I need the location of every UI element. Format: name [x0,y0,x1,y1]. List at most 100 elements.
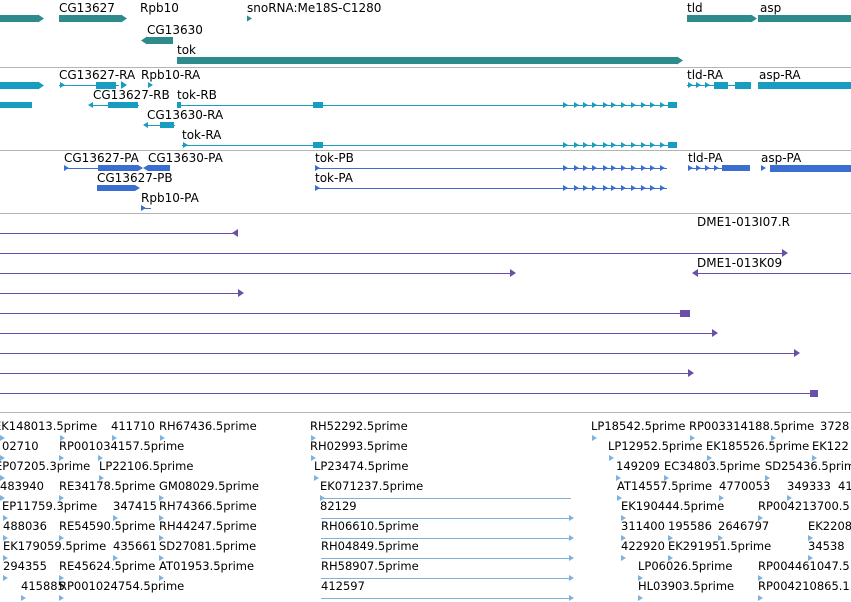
strand-arrow-icon [563,142,568,148]
transcript-asp-ra[interactable] [758,82,851,89]
exon-block [680,310,690,317]
transcript-cg13627-ra[interactable] [59,85,119,86]
cdna-alignment[interactable] [0,253,782,254]
exon-block [714,82,728,89]
strand-arrow-icon [705,82,710,88]
strand-arrow-icon [563,102,568,108]
protein-tld-pa[interactable] [688,168,750,169]
strand-arrow-icon [311,455,316,461]
strand-arrow-icon [59,455,64,461]
est-label: RH67436.5prime [159,419,257,433]
strand-arrow-icon [690,435,695,441]
cdna-alignment[interactable] [0,293,238,294]
est-label: RP004461047.5 [758,559,850,573]
est-alignment[interactable] [321,498,571,499]
protein-asp-pa[interactable] [770,165,851,172]
strand-arrow-icon [113,555,118,561]
strand-arrow-icon [159,555,164,561]
est-label: EK122 [812,439,849,453]
est-label: 34538 [808,539,845,553]
protein-label: tok-PB [315,151,354,165]
protein-label: CG13627-PB [97,171,173,185]
strand-arrow-icon [3,515,8,521]
transcript-tok-ra[interactable] [182,145,677,146]
strand-arrow-icon [616,475,621,481]
cdna-alignment[interactable] [0,333,712,334]
strand-arrow-icon [21,595,26,601]
strand-arrow-icon [668,555,673,561]
est-alignment[interactable] [321,578,571,579]
est-label: GM08029.5prime [159,479,259,493]
strand-arrow-icon [569,595,574,601]
protein-cg13630-pa[interactable] [148,165,170,171]
strand-arrow-icon [688,165,693,171]
gene-feature-tld[interactable] [687,15,751,22]
strand-arrow-icon [592,435,597,441]
est-label: RH06610.5prime [321,519,419,533]
est-label: RP001024754.5prime [59,579,185,593]
strand-arrow-icon [794,349,800,357]
gene-feature-cg13630[interactable] [147,37,173,44]
gene-feature-asp[interactable] [758,15,851,22]
est-alignment[interactable] [321,558,571,559]
cdna-alignment[interactable] [0,233,238,234]
cdna-track-divider [0,213,851,214]
strand-arrow-icon [232,229,238,237]
protein-rpb10-pa[interactable] [141,208,151,209]
protein-cg13627-pb[interactable] [97,185,135,191]
cdna-alignment[interactable] [0,393,818,394]
transcript-tok-rb[interactable] [177,105,677,106]
gene-label: CG13627 [59,1,115,15]
gene-feature[interactable] [0,15,38,22]
exon-block [668,142,677,148]
est-label: LP06026.5prime [638,559,733,573]
est-label: 483940 [0,479,44,493]
strand-arrow-icon [121,81,127,89]
strand-arrow-icon [638,575,643,581]
cdna-alignment[interactable] [0,353,794,354]
est-alignment[interactable] [321,518,571,519]
cdna-alignment[interactable] [0,313,690,314]
strand-arrow-icon [247,15,252,22]
cdna-alignment[interactable] [0,273,510,274]
strand-arrow-icon [664,475,669,481]
transcript-feature[interactable] [0,82,38,89]
est-label: 415885 [21,579,65,593]
est-label: 422920 [621,539,665,553]
est-label: SD25436.5prime [765,459,851,473]
strand-arrow-icon [315,185,320,191]
strand-arrow-icon [135,185,140,191]
strand-arrow-icon [574,102,579,108]
strand-arrow-icon [718,535,723,541]
cdna-alignment[interactable] [0,373,688,374]
est-label: HL03903.5prime [638,579,735,593]
strand-arrow-icon [159,495,164,501]
strand-arrow-icon [705,165,710,171]
est-track-divider [0,412,851,413]
strand-arrow-icon [0,495,5,501]
strand-arrow-icon [563,165,568,171]
strand-arrow-icon [621,102,626,108]
strand-arrow-icon [621,185,626,191]
strand-arrow-icon [707,455,712,461]
strand-arrow-icon [751,14,757,23]
strand-arrow-icon [765,475,770,481]
est-label: EK2208 [808,519,851,533]
gene-feature-cg13627[interactable] [59,15,121,22]
est-alignment[interactable] [321,598,571,599]
cdna-alignment[interactable] [698,273,851,274]
protein-label: tok-PA [315,171,354,185]
est-alignment[interactable] [321,538,571,539]
gene-feature-tok[interactable] [177,57,677,64]
strand-arrow-icon [569,575,574,581]
strand-arrow-icon [59,595,64,601]
transcript-feature[interactable] [0,102,32,108]
strand-arrow-icon [787,495,792,501]
protein-tok-pa[interactable] [315,188,667,189]
est-label: LP22106.5prime [99,459,194,473]
strand-arrow-icon [641,142,646,148]
est-label: RE34178.5prime [59,479,156,493]
est-label: EK185526.5prime [706,439,810,453]
protein-tok-pb[interactable] [315,168,667,169]
